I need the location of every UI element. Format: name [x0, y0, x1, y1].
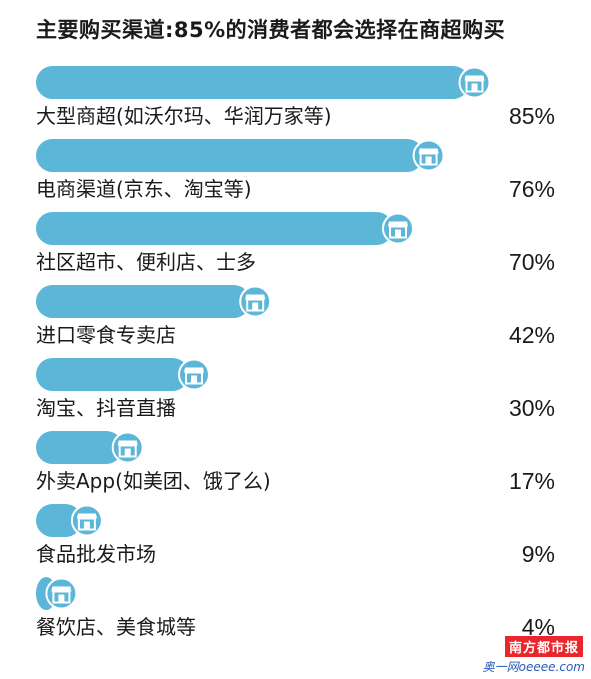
bar-5: [36, 358, 189, 391]
category-label: 餐饮店、美食城等: [36, 615, 196, 639]
store-icon: [382, 212, 414, 245]
category-label: 食品批发市场: [36, 542, 156, 566]
site-watermark: 奥一网oeeee.com: [482, 660, 585, 674]
bar-4: [36, 285, 251, 318]
bar-2: [36, 139, 424, 172]
store-icon: [458, 66, 491, 99]
store-icon: [239, 285, 272, 318]
store-icon: [111, 431, 144, 464]
chart-title: 主要购买渠道:85%的消费者都会选择在商超购买: [36, 18, 506, 42]
value-label: 4%: [522, 614, 555, 640]
bar-6: [36, 431, 123, 464]
store-icon: [70, 504, 103, 537]
bar-7: [36, 504, 82, 537]
value-label: 76%: [509, 176, 555, 202]
category-label: 电商渠道(京东、淘宝等): [36, 177, 252, 201]
category-label: 社区超市、便利店、士多: [36, 250, 256, 274]
value-label: 17%: [509, 468, 555, 494]
category-label: 大型商超(如沃尔玛、华润万家等): [36, 104, 332, 128]
value-label: 42%: [509, 322, 555, 348]
bar-1: [36, 66, 470, 99]
category-label: 进口零食专卖店: [36, 323, 176, 347]
value-label: 9%: [522, 541, 555, 567]
newspaper-logo: 南方都市报: [504, 636, 583, 657]
value-label: 85%: [509, 103, 555, 129]
store-icon: [412, 139, 445, 172]
category-label: 外卖App(如美团、饿了么): [36, 469, 271, 493]
bar-3: [36, 212, 393, 245]
value-label: 70%: [509, 249, 555, 275]
store-icon: [178, 358, 210, 391]
store-icon: [45, 577, 78, 610]
category-label: 淘宝、抖音直播: [36, 396, 176, 420]
value-label: 30%: [509, 395, 555, 421]
